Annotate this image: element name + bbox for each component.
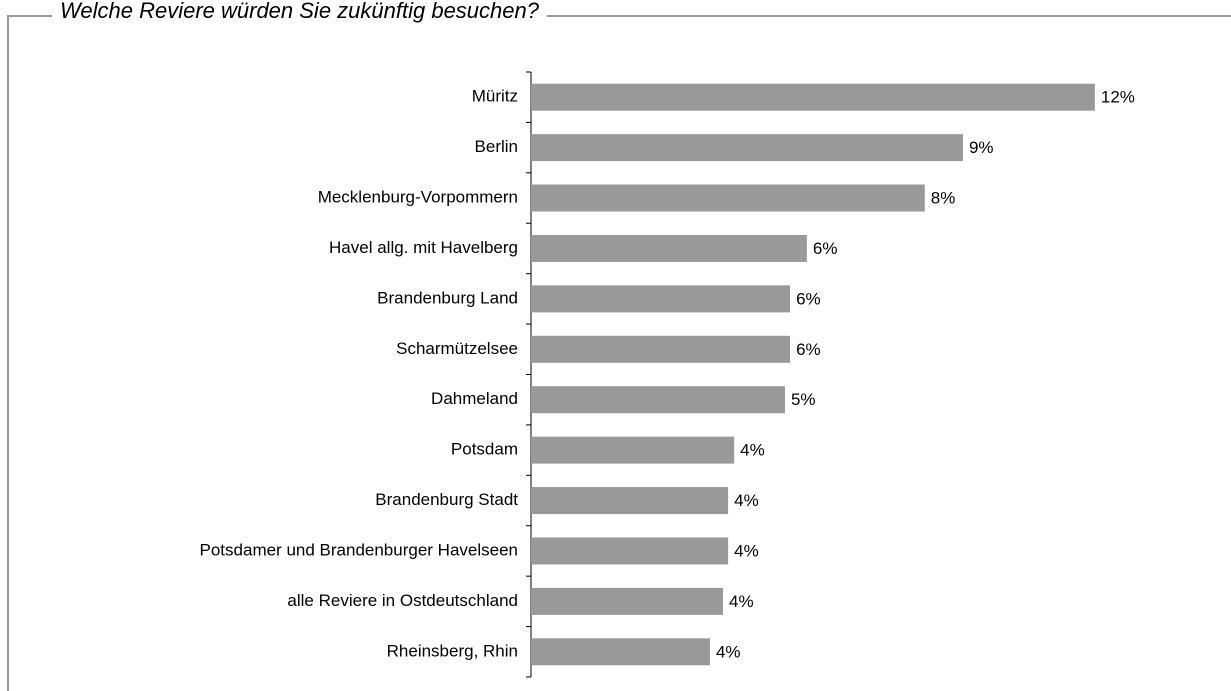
bar	[531, 487, 729, 515]
bar	[531, 83, 1095, 111]
value-label: 12%	[1101, 88, 1135, 107]
y-tick-label: Rheinsberg, Rhin	[387, 641, 518, 660]
bar	[531, 285, 791, 313]
y-tick-label: Havel allg. mit Havelberg	[329, 238, 518, 257]
value-label: 4%	[740, 441, 765, 460]
bar	[531, 537, 729, 565]
y-tick-label: Scharmützelsee	[396, 339, 518, 358]
bar	[531, 184, 925, 212]
value-label: 4%	[734, 491, 759, 510]
y-tick-label: Brandenburg Stadt	[375, 490, 518, 509]
value-label: 6%	[796, 340, 821, 359]
y-tick-label: Müritz	[472, 87, 518, 106]
bar	[531, 436, 735, 464]
chart-title: Welche Reviere würden Sie zukünftig besu…	[60, 0, 540, 23]
bar	[531, 335, 791, 363]
value-label: 8%	[931, 189, 956, 208]
y-tick-label: Berlin	[475, 137, 518, 156]
bar	[531, 234, 807, 262]
bar	[531, 587, 723, 615]
value-label: 4%	[734, 541, 759, 560]
y-tick-label: Brandenburg Land	[377, 288, 518, 307]
y-tick-label: alle Reviere in Ostdeutschland	[287, 591, 518, 610]
y-tick-label: Dahmeland	[431, 389, 518, 408]
bar	[531, 134, 963, 162]
value-label: 6%	[796, 289, 821, 308]
value-label: 9%	[969, 138, 994, 157]
value-label: 6%	[813, 239, 838, 258]
y-tick-label: Mecklenburg-Vorpommern	[318, 188, 518, 207]
y-tick-label: Potsdamer und Brandenburger Havelseen	[200, 540, 518, 559]
bar	[531, 638, 710, 666]
value-label: 4%	[729, 592, 754, 611]
bar	[531, 386, 785, 414]
value-label: 5%	[791, 390, 816, 409]
title-background	[52, 2, 547, 30]
value-label: 4%	[716, 642, 741, 661]
y-tick-label: Potsdam	[451, 440, 518, 459]
